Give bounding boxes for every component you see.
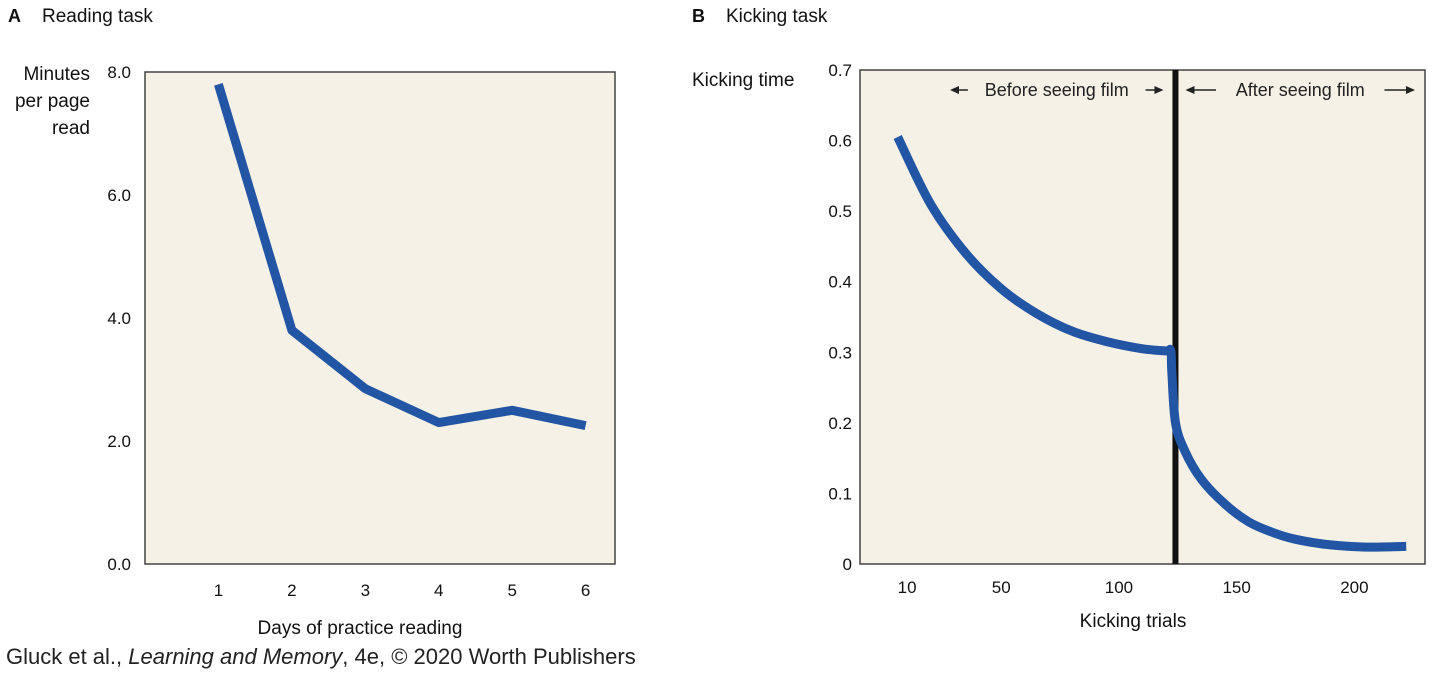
reading-task-panel: A Reading task Minutes per page read 0.0 2.… bbox=[8, 6, 616, 639]
arrow-right-icon bbox=[1406, 86, 1415, 94]
panel-b-y-tick-label: 0.7 bbox=[828, 61, 852, 80]
panel-b-x-tick-label: 200 bbox=[1340, 578, 1368, 597]
panel-b-y-tick-label: 0.2 bbox=[828, 414, 852, 433]
panel-b-x-axis-label: Kicking trials bbox=[1080, 611, 1187, 632]
panel-a-y-tick-label: 4.0 bbox=[107, 309, 131, 328]
panel-a-x-axis-label: Days of practice reading bbox=[258, 618, 463, 639]
arrow-left-icon bbox=[1185, 86, 1195, 94]
kicking-task-panel: B Kicking task Kicking time 0 0.1 0.2 0.3 0.… bbox=[692, 6, 1426, 632]
panel-a-x-ticks: 1 2 3 4 5 6 bbox=[214, 581, 591, 600]
panel-a-x-tick-label: 5 bbox=[507, 581, 516, 600]
panel-a-x-tick-label: 4 bbox=[434, 581, 443, 600]
panel-a-letter: A bbox=[8, 6, 21, 26]
figure-credit: Gluck et al., Learning and Memory, 4e, ©… bbox=[6, 644, 636, 670]
panel-b-x-tick-label: 100 bbox=[1105, 578, 1133, 597]
panel-b-series-line bbox=[893, 135, 1407, 552]
panel-a-y-tick-label: 0.0 bbox=[107, 555, 131, 574]
panel-a-title: Reading task bbox=[42, 6, 153, 27]
arrow-left-icon bbox=[950, 86, 959, 94]
film-annotation-label: After seeing film bbox=[1236, 80, 1365, 100]
credit-suffix: , 4e, © 2020 Worth Publishers bbox=[342, 644, 636, 669]
film-annotation-label: Before seeing film bbox=[985, 80, 1129, 100]
panel-a-y-tick-label: 2.0 bbox=[107, 432, 131, 451]
panel-b-y-tick-label: 0.5 bbox=[828, 202, 852, 221]
panel-b-y-tick-label: 0.6 bbox=[828, 132, 852, 151]
panel-a-plot-area bbox=[144, 71, 616, 565]
panel-b-y-tick-label: 0 bbox=[843, 555, 852, 574]
panel-b-title: Kicking task bbox=[726, 6, 828, 27]
panel-b-letter: B bbox=[692, 6, 705, 26]
panel-a-x-tick-label: 6 bbox=[581, 581, 590, 600]
panel-b-plot-area bbox=[859, 69, 1426, 565]
panel-b-y-ticks: 0 0.1 0.2 0.3 0.4 0.5 0.6 0.7 bbox=[828, 61, 852, 574]
panel-b-y-tick-label: 0.3 bbox=[828, 343, 852, 362]
panel-a-x-tick-label: 3 bbox=[361, 581, 370, 600]
panel-b-x-tick-label: 150 bbox=[1222, 578, 1250, 597]
panel-a-x-tick-label: 1 bbox=[214, 581, 223, 600]
arrow-right-icon bbox=[1154, 86, 1164, 94]
panel-a-y-label-line: Minutes bbox=[23, 64, 90, 85]
panel-a-y-tick-label: 8.0 bbox=[107, 63, 131, 82]
panel-a-x-tick-label: 2 bbox=[287, 581, 296, 600]
panel-b-x-ticks: 10 50 100 150 200 bbox=[898, 578, 1369, 597]
panel-b-y-tick-label: 0.4 bbox=[828, 273, 852, 292]
credit-book-title: Learning and Memory bbox=[128, 644, 343, 669]
panel-a-y-axis-label: Minutes per page read bbox=[15, 64, 90, 139]
panel-b-x-tick-label: 10 bbox=[898, 578, 917, 597]
credit-prefix: Gluck et al., bbox=[6, 644, 129, 669]
panel-b-x-tick-label: 50 bbox=[992, 578, 1011, 597]
panel-b-y-axis-label: Kicking time bbox=[692, 70, 794, 91]
panel-a-y-ticks: 0.0 2.0 4.0 6.0 8.0 bbox=[107, 63, 131, 574]
panel-a-y-tick-label: 6.0 bbox=[107, 186, 131, 205]
panel-b-y-tick-label: 0.1 bbox=[828, 484, 852, 503]
panel-a-y-label-line: read bbox=[52, 118, 90, 139]
panel-a-y-label-line: per page bbox=[15, 91, 90, 112]
panel-b-annotations: Before seeing film After seeing film bbox=[950, 80, 1415, 100]
panel-a-series-line bbox=[214, 83, 587, 431]
